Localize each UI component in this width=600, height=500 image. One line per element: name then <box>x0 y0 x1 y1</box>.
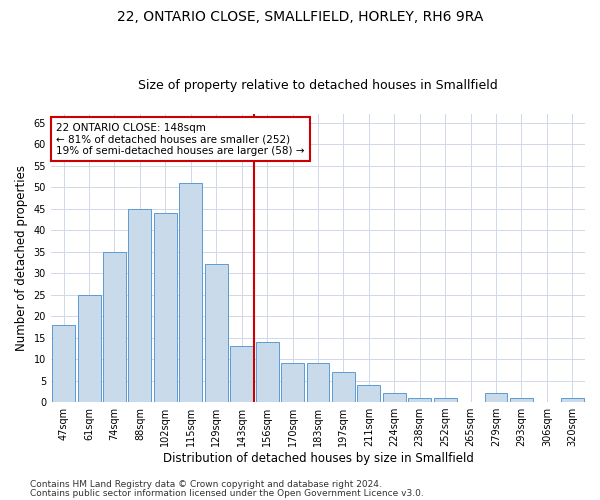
Bar <box>77 294 101 402</box>
Bar <box>154 213 177 402</box>
Bar <box>128 208 151 402</box>
X-axis label: Distribution of detached houses by size in Smallfield: Distribution of detached houses by size … <box>163 452 473 465</box>
Bar <box>179 183 202 402</box>
Y-axis label: Number of detached properties: Number of detached properties <box>15 165 28 351</box>
Bar <box>358 385 380 402</box>
Bar <box>510 398 533 402</box>
Bar <box>103 252 126 402</box>
Bar <box>307 364 329 402</box>
Bar <box>205 264 227 402</box>
Bar <box>230 346 253 402</box>
Bar <box>52 324 75 402</box>
Bar <box>332 372 355 402</box>
Bar <box>383 394 406 402</box>
Text: 22 ONTARIO CLOSE: 148sqm
← 81% of detached houses are smaller (252)
19% of semi-: 22 ONTARIO CLOSE: 148sqm ← 81% of detach… <box>56 122 305 156</box>
Bar <box>561 398 584 402</box>
Bar <box>408 398 431 402</box>
Bar <box>281 364 304 402</box>
Bar <box>256 342 278 402</box>
Title: Size of property relative to detached houses in Smallfield: Size of property relative to detached ho… <box>138 79 498 92</box>
Text: Contains HM Land Registry data © Crown copyright and database right 2024.: Contains HM Land Registry data © Crown c… <box>30 480 382 489</box>
Text: Contains public sector information licensed under the Open Government Licence v3: Contains public sector information licen… <box>30 488 424 498</box>
Bar <box>485 394 508 402</box>
Text: 22, ONTARIO CLOSE, SMALLFIELD, HORLEY, RH6 9RA: 22, ONTARIO CLOSE, SMALLFIELD, HORLEY, R… <box>117 10 483 24</box>
Bar <box>434 398 457 402</box>
